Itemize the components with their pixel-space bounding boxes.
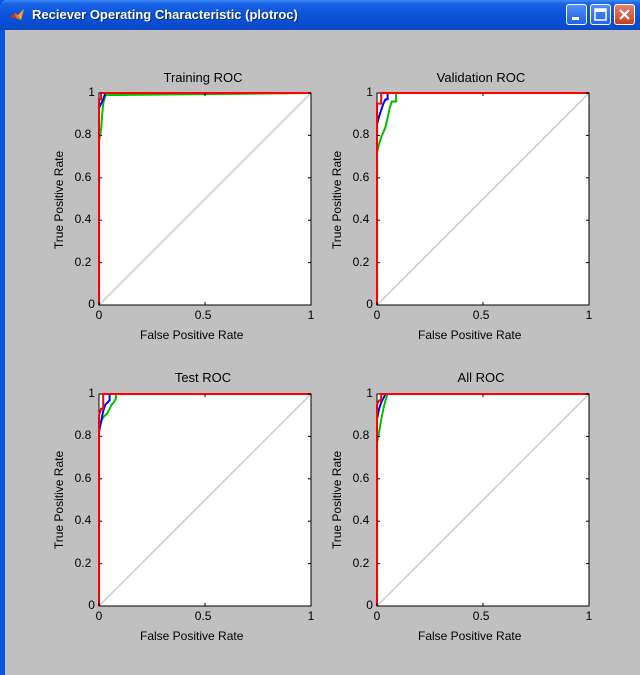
roc-curve-1 <box>98 393 311 606</box>
x-axis-label: False Positive Rate <box>140 629 244 643</box>
plot-title: Validation ROC <box>436 70 526 85</box>
x-tick-label: 0 <box>95 308 103 322</box>
y-tick-label: 0 <box>88 598 95 612</box>
roc-curve-1 <box>376 393 589 606</box>
y-tick-label: 0.4 <box>74 212 92 227</box>
y-tick-label: 1 <box>88 386 95 400</box>
y-tick-label: 1 <box>366 386 373 400</box>
minimize-icon <box>572 17 579 20</box>
y-tick-label: 0.2 <box>352 254 370 269</box>
y-axis-label: True Positive Rate <box>52 450 66 550</box>
x-tick-label: 1 <box>585 609 593 623</box>
plot-title: Test ROC <box>174 370 232 385</box>
y-tick-label: 0.6 <box>352 470 370 485</box>
close-button[interactable] <box>614 4 635 25</box>
y-tick-label: 0.8 <box>74 127 92 142</box>
x-axis-label: False Positive Rate <box>140 328 244 342</box>
figure-area: Training ROC True Positive Rate False Po… <box>10 30 640 675</box>
x-tick-label: 0.5 <box>472 609 490 623</box>
y-axis-label: True Positive Rate <box>330 150 344 250</box>
x-tick-label: 0.5 <box>472 308 490 322</box>
y-tick-label: 0.4 <box>74 513 92 528</box>
x-tick-label: 1 <box>307 308 315 322</box>
x-tick-label: 0.5 <box>194 308 212 322</box>
x-tick-label: 0 <box>373 308 381 322</box>
all-roc-axes <box>376 393 590 607</box>
window-title: Reciever Operating Characteristic (plotr… <box>32 7 298 22</box>
y-tick-label: 0.2 <box>352 555 370 570</box>
y-tick-label: 0.8 <box>352 428 370 443</box>
plot-title: All ROC <box>457 370 505 385</box>
y-tick-label: 1 <box>88 85 95 99</box>
x-tick-label: 1 <box>585 308 593 322</box>
y-tick-label: 0.8 <box>74 428 92 443</box>
y-tick-label: 0.6 <box>352 169 370 184</box>
minimize-button[interactable] <box>566 4 587 25</box>
x-tick-label: 0 <box>373 609 381 623</box>
maximize-button[interactable] <box>590 4 611 25</box>
test-roc-axes <box>98 393 312 607</box>
y-tick-label: 0.4 <box>352 212 370 227</box>
x-tick-label: 0.5 <box>194 609 212 623</box>
validation-roc-axes <box>376 92 590 306</box>
y-tick-label: 0.2 <box>74 555 92 570</box>
y-tick-label: 0.6 <box>74 169 92 184</box>
diagonal-reference-line <box>98 393 312 607</box>
y-tick-label: 0 <box>366 297 373 311</box>
plot-title: Training ROC <box>163 70 243 85</box>
x-axis-label: False Positive Rate <box>418 629 522 643</box>
y-axis-label: True Positive Rate <box>52 150 66 250</box>
close-icon <box>619 9 630 20</box>
y-tick-label: 0 <box>366 598 373 612</box>
maximize-icon <box>594 8 607 21</box>
diagonal-reference-line <box>98 92 312 306</box>
roc-curve-3 <box>376 92 589 305</box>
x-tick-label: 0 <box>95 609 103 623</box>
x-tick-label: 1 <box>307 609 315 623</box>
diagonal-reference-line <box>376 92 590 306</box>
y-tick-label: 0.4 <box>352 513 370 528</box>
y-tick-label: 0.6 <box>74 470 92 485</box>
roc-curve-1 <box>376 92 589 305</box>
y-tick-label: 0.2 <box>74 254 92 269</box>
y-tick-label: 0 <box>88 297 95 311</box>
diagonal-reference-line <box>376 393 590 607</box>
y-tick-label: 1 <box>366 85 373 99</box>
title-bar[interactable]: Reciever Operating Characteristic (plotr… <box>0 0 640 30</box>
y-tick-label: 0.8 <box>352 127 370 142</box>
roc-curve-1 <box>98 92 311 305</box>
x-axis-label: False Positive Rate <box>418 328 522 342</box>
y-axis-label: True Positive Rate <box>330 450 344 550</box>
matlab-logo-icon <box>10 9 24 20</box>
training-roc-axes <box>98 92 312 306</box>
